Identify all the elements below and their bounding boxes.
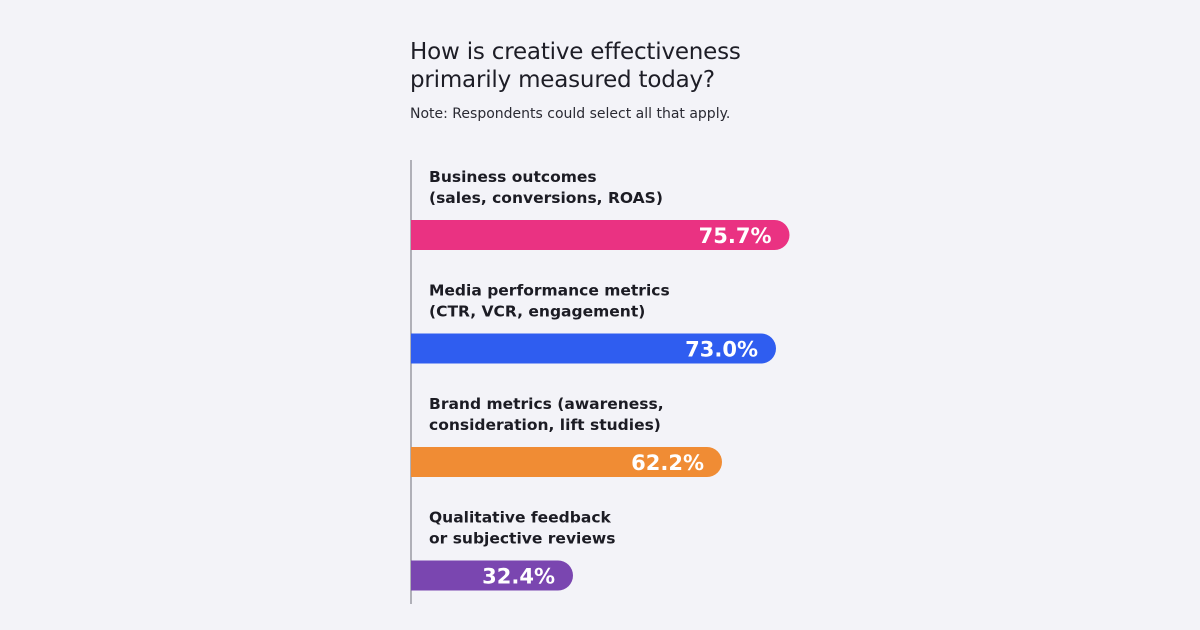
value-label: 62.2% <box>631 451 704 475</box>
category-label: Brand metrics (awareness, <box>429 395 664 413</box>
value-label: 75.7% <box>699 224 772 248</box>
category-label: or subjective reviews <box>429 530 615 548</box>
chart-title-line-1: How is creative effectiveness <box>410 39 741 65</box>
category-label: Business outcomes <box>429 168 597 186</box>
value-label: 32.4% <box>482 565 555 589</box>
bar-group: Qualitative feedback or subjective review… <box>411 509 615 591</box>
category-label: Media performance metrics <box>429 282 670 300</box>
bar-group: Media performance metrics (CTR, VCR, enga… <box>411 282 777 364</box>
bar <box>411 333 777 364</box>
category-label: (CTR, VCR, engagement) <box>429 303 645 321</box>
category-label: Qualitative feedback <box>429 509 612 527</box>
bar-group: Business outcomes (sales, conversions, RO… <box>411 168 790 250</box>
value-label: 73.0% <box>685 338 758 362</box>
bar <box>411 560 573 591</box>
chart-note: Note: Respondents could select all that … <box>410 106 731 122</box>
chart-title: How is creative effectiveness primarily … <box>410 38 741 94</box>
bar-group: Brand metrics (awareness, consideration, … <box>411 395 722 477</box>
category-label: consideration, lift studies) <box>429 416 661 434</box>
chart-title-line-2: primarily measured today? <box>410 67 715 93</box>
bar <box>411 220 790 250</box>
bar <box>411 447 722 477</box>
category-label: (sales, conversions, ROAS) <box>429 189 663 207</box>
